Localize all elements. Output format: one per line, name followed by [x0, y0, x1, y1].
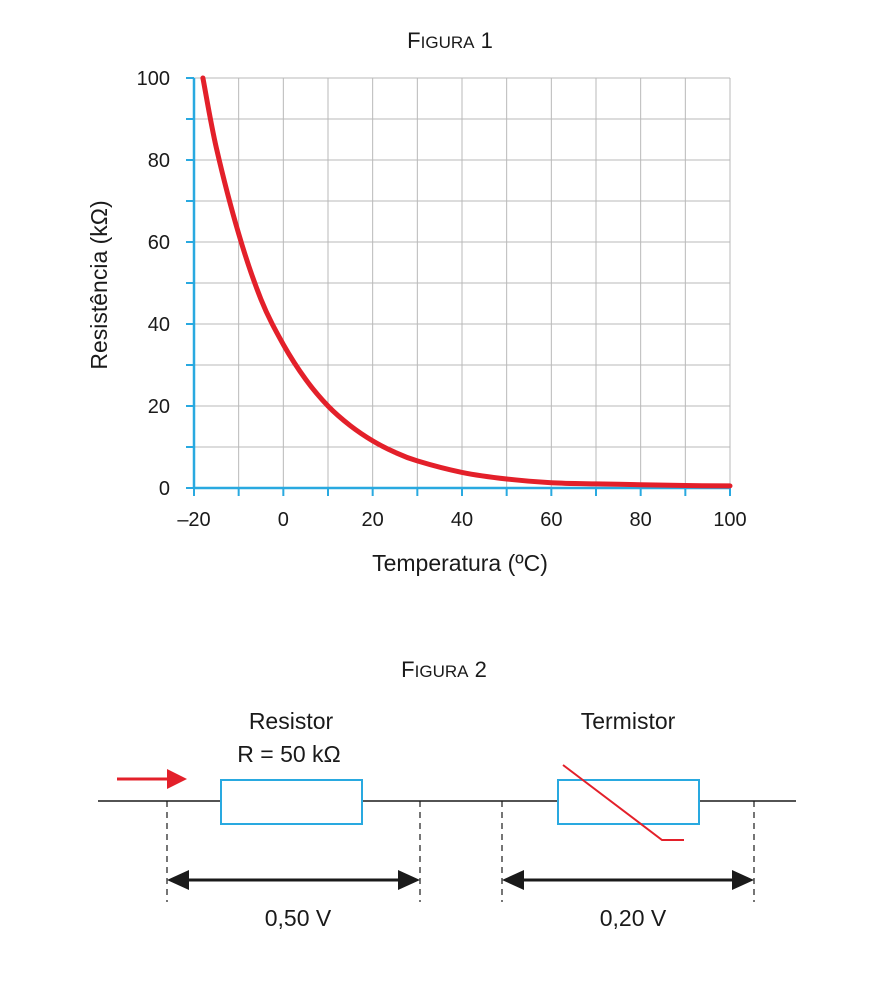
measurement-guides	[166, 801, 755, 902]
chart-tick-labels: –20 0 20 40 60 80 100 0 20 40 60 80 100	[137, 68, 747, 531]
x-tick-label: 40	[451, 509, 473, 531]
x-tick-label: 100	[713, 509, 746, 531]
figure2-title: FIGURA 2	[401, 657, 487, 682]
thermistor-voltage-arrow	[502, 870, 754, 890]
chart-ticks	[186, 77, 731, 496]
resistance-curve	[200, 75, 733, 489]
y-axis-title: Resistência (kΩ)	[86, 200, 112, 369]
chart-grid	[194, 77, 731, 488]
thermistor-voltage-label: 0,20 V	[600, 905, 667, 931]
y-tick-label: 0	[159, 478, 170, 500]
resistor-label: Resistor	[249, 708, 334, 734]
x-tick-label: –20	[177, 509, 210, 531]
resistor-value-label: R = 50 kΩ	[237, 741, 341, 767]
y-tick-label: 20	[148, 396, 170, 418]
x-tick-label: 20	[362, 509, 384, 531]
x-axis-title: Temperatura (ºC)	[372, 550, 548, 576]
resistor-symbol	[220, 779, 363, 825]
figure1-title: FIGURA 1	[407, 28, 493, 53]
resistor-voltage-label: 0,50 V	[265, 905, 332, 931]
current-arrow-icon	[117, 769, 187, 789]
x-tick-label: 0	[278, 509, 289, 531]
y-tick-label: 80	[148, 150, 170, 172]
y-tick-label: 60	[148, 232, 170, 254]
y-tick-label: 40	[148, 314, 170, 336]
thermistor-label: Termistor	[581, 708, 676, 734]
x-tick-label: 60	[540, 509, 562, 531]
x-tick-label: 80	[630, 509, 652, 531]
thermistor-symbol	[557, 764, 700, 841]
resistor-voltage-arrow	[167, 870, 420, 890]
y-tick-label: 100	[137, 68, 170, 90]
